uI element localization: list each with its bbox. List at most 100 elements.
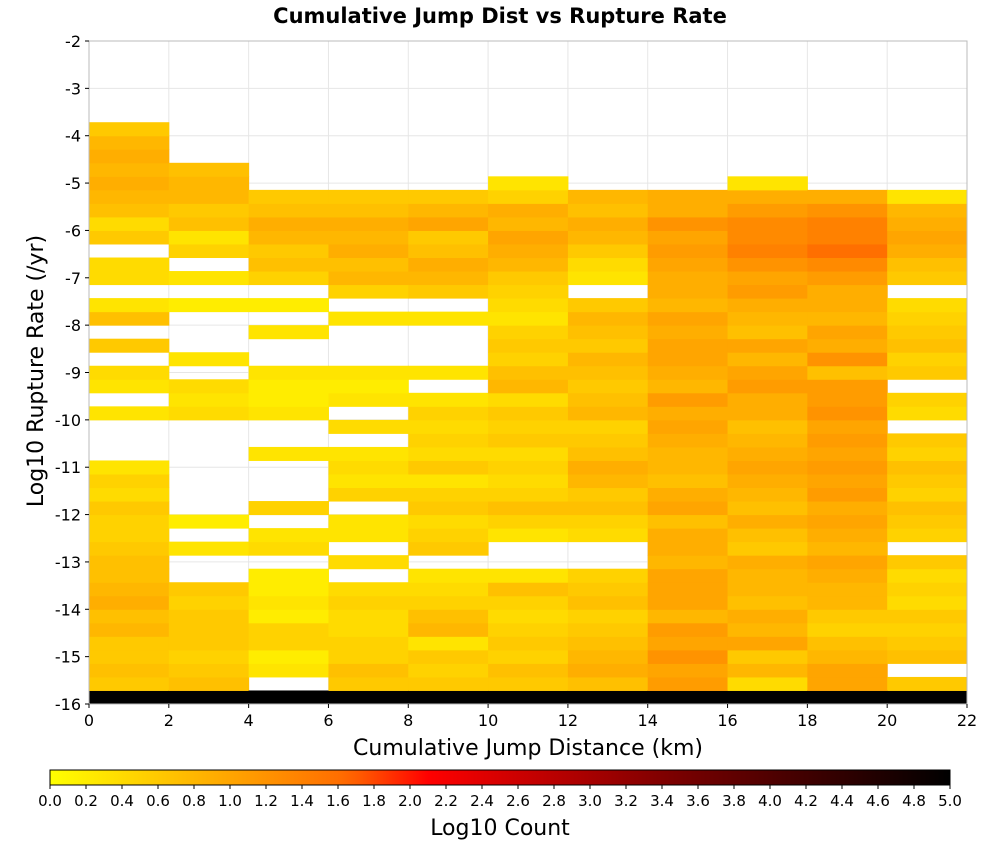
- heatmap-cell: [727, 216, 808, 231]
- heatmap-cell: [727, 501, 808, 516]
- heatmap-cell: [647, 609, 729, 624]
- heatmap-cell: [488, 636, 569, 651]
- heatmap-cell: [567, 649, 649, 664]
- heatmap-cell: [727, 690, 808, 705]
- colorbar-tick-label: 0.0: [38, 792, 62, 810]
- heatmap-cell: [807, 487, 888, 502]
- heatmap-cell: [408, 528, 489, 543]
- heatmap-cell: [727, 555, 808, 570]
- heatmap-cell: [488, 298, 569, 313]
- heatmap-cell: [488, 419, 569, 434]
- heatmap-cell: [727, 243, 808, 259]
- heatmap-cell: [727, 649, 808, 664]
- heatmap-cell: [408, 446, 489, 461]
- heatmap-cell: [328, 595, 409, 610]
- heatmap-cell: [887, 311, 968, 326]
- heatmap-cell: [567, 271, 649, 286]
- heatmap-cell: [727, 406, 808, 421]
- heatmap-cell: [408, 473, 489, 489]
- heatmap-cell: [647, 311, 729, 326]
- heatmap-cell: [168, 676, 250, 691]
- heatmap-cell: [328, 690, 409, 705]
- heatmap-cell: [89, 216, 170, 231]
- x-axis-label: Cumulative Jump Distance (km): [353, 736, 703, 761]
- heatmap-cell: [807, 325, 888, 340]
- heatmap-cell: [727, 230, 808, 245]
- heatmap-cell: [488, 406, 569, 421]
- heatmap-cell: [647, 406, 729, 421]
- heatmap-cell: [807, 501, 888, 516]
- heatmap-cell: [328, 243, 409, 259]
- x-tick-label: 4: [244, 711, 254, 730]
- heatmap-cell: [488, 230, 569, 245]
- heatmap-cell: [248, 501, 329, 516]
- heatmap-cell: [89, 149, 170, 164]
- heatmap-cell: [727, 284, 808, 299]
- heatmap-cell: [248, 365, 329, 380]
- heatmap-cell: [647, 271, 729, 286]
- heatmap-cell: [89, 162, 170, 177]
- colorbar-tick-label: 0.4: [110, 792, 134, 810]
- heatmap-cell: [887, 582, 968, 597]
- heatmap-cell: [408, 406, 489, 421]
- x-tick-label: 22: [957, 711, 977, 730]
- heatmap-cell: [567, 433, 649, 448]
- heatmap-cell: [567, 676, 649, 691]
- heatmap-cell: [807, 514, 888, 529]
- heatmap-cell: [168, 243, 250, 259]
- heatmap-cell: [567, 216, 649, 231]
- heatmap-cell: [727, 338, 808, 353]
- heatmap-cell: [248, 203, 329, 218]
- heatmap-cell: [807, 582, 888, 597]
- heatmap-cell: [328, 636, 409, 651]
- heatmap-cell: [887, 676, 968, 691]
- heatmap-cell: [248, 257, 329, 272]
- heatmap-cell: [647, 541, 729, 556]
- colorbar-tick-label: 1.0: [218, 792, 242, 810]
- y-tick-label: -2: [65, 32, 81, 51]
- heatmap-cell: [807, 189, 888, 204]
- heatmap-cell: [328, 528, 409, 543]
- heatmap-cell: [328, 582, 409, 597]
- heatmap-cell: [807, 663, 888, 678]
- heatmap-cell: [647, 257, 729, 272]
- heatmap-cell: [488, 446, 569, 461]
- heatmap-cell: [807, 216, 888, 231]
- heatmap-cell: [807, 230, 888, 245]
- heatmap-cell: [807, 257, 888, 272]
- heatmap-cell: [727, 528, 808, 543]
- heatmap-cell: [89, 311, 170, 326]
- x-tick-label: 12: [558, 711, 578, 730]
- heatmap-cell: [887, 690, 968, 705]
- heatmap-cell: [328, 460, 409, 475]
- heatmap-cell: [408, 609, 489, 624]
- heatmap-cell: [647, 514, 729, 529]
- heatmap-cell: [89, 176, 170, 191]
- heatmap-cell: [248, 230, 329, 245]
- heatmap-cell: [89, 379, 170, 394]
- heatmap-cell: [887, 609, 968, 624]
- heatmap-cell: [647, 595, 729, 610]
- heatmap-cell: [567, 636, 649, 651]
- heatmap-cell: [168, 649, 250, 664]
- heatmap-cell: [488, 352, 569, 367]
- heatmap-cell: [567, 243, 649, 259]
- heatmap-cell: [488, 189, 569, 204]
- y-tick-label: -15: [55, 648, 81, 667]
- heatmap-cell: [807, 406, 888, 421]
- heatmap-cell: [89, 406, 170, 421]
- heatmap-cell: [328, 663, 409, 678]
- heatmap-cell: [647, 379, 729, 394]
- heatmap-cell: [727, 582, 808, 597]
- heatmap-cell: [567, 568, 649, 583]
- colorbar-tick-label: 0.2: [74, 792, 98, 810]
- heatmap-cell: [647, 419, 729, 434]
- heatmap-cell: [248, 595, 329, 610]
- heatmap-cell: [647, 216, 729, 231]
- heatmap-cell: [727, 609, 808, 624]
- heatmap-cell: [647, 528, 729, 543]
- heatmap-cell: [168, 298, 250, 313]
- heatmap-cell: [567, 230, 649, 245]
- heatmap-cell: [328, 284, 409, 299]
